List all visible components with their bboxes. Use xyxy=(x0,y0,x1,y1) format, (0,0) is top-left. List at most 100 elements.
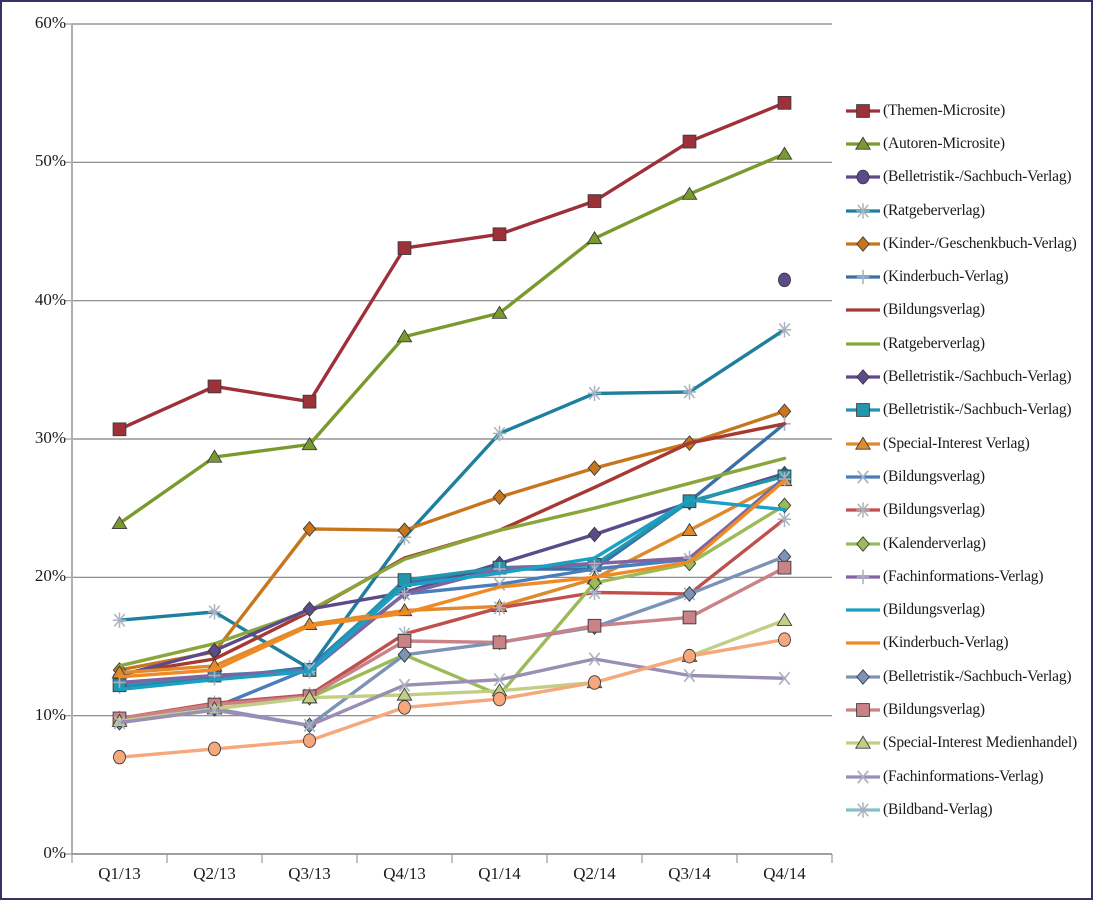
data-point-diamond[interactable] xyxy=(302,601,317,618)
legend-item[interactable]: (Belletristik-/Sachbuch-Verlag) xyxy=(845,161,1093,194)
data-point-triangle[interactable] xyxy=(681,186,698,200)
data-point-diamond[interactable] xyxy=(856,668,870,685)
legend-item[interactable]: (Fachinformations-Verlag) xyxy=(845,560,1093,593)
legend-item[interactable]: (Themen-Microsite) xyxy=(845,94,1093,127)
data-point-triangle[interactable] xyxy=(586,230,603,245)
data-point-asterisk[interactable] xyxy=(777,511,792,527)
data-point-diamond[interactable] xyxy=(856,535,870,552)
data-point-square[interactable] xyxy=(302,394,317,409)
data-point-triangle[interactable] xyxy=(855,436,871,450)
data-point-plus[interactable] xyxy=(856,269,870,285)
data-point-triangle[interactable] xyxy=(206,449,223,463)
data-point-x[interactable] xyxy=(398,678,411,692)
data-point-triangle[interactable] xyxy=(776,612,793,626)
series-line[interactable] xyxy=(117,498,787,692)
data-point-triangle[interactable] xyxy=(681,522,698,536)
data-point-triangle[interactable] xyxy=(491,305,508,319)
data-point-circle[interactable] xyxy=(398,700,411,715)
data-point-asterisk[interactable] xyxy=(492,425,507,442)
data-point-square[interactable] xyxy=(777,95,792,110)
data-point-square[interactable] xyxy=(207,379,222,394)
data-point-triangle[interactable] xyxy=(301,436,318,451)
legend-item[interactable]: (Ratgeberverlag) xyxy=(845,194,1093,227)
data-point-circle[interactable] xyxy=(856,169,870,185)
data-point-x[interactable] xyxy=(303,718,316,733)
legend-item[interactable]: (Kalenderverlag) xyxy=(845,527,1093,560)
data-point-asterisk[interactable] xyxy=(682,384,697,400)
data-point-diamond[interactable] xyxy=(587,460,602,476)
legend-item[interactable]: (Bildband-Verlag) xyxy=(845,793,1093,826)
data-point-circle[interactable] xyxy=(303,733,316,748)
data-point-asterisk[interactable] xyxy=(856,202,870,219)
legend-item[interactable]: (Bildungsverlag) xyxy=(845,460,1093,493)
series-line[interactable] xyxy=(117,478,787,679)
data-point-circle[interactable] xyxy=(588,675,601,690)
data-point-x[interactable] xyxy=(778,671,791,686)
data-point-circle[interactable] xyxy=(113,749,126,765)
legend-item[interactable]: (Special-Interest Verlag) xyxy=(845,427,1093,460)
data-point-square[interactable] xyxy=(397,241,412,255)
data-point-diamond[interactable] xyxy=(856,369,870,385)
legend-item[interactable]: (Bildungsverlag) xyxy=(845,693,1093,726)
data-point-diamond[interactable] xyxy=(856,235,870,252)
legend-item[interactable]: (Kinder-/Geschenkbuch-Verlag) xyxy=(845,227,1093,260)
data-point-x[interactable] xyxy=(857,470,869,484)
data-point-circle[interactable] xyxy=(778,632,791,647)
legend-item[interactable]: (Special-Interest Medienhandel) xyxy=(845,727,1093,760)
legend-item[interactable]: (Autoren-Microsite) xyxy=(845,127,1093,160)
data-point-diamond[interactable] xyxy=(207,642,222,659)
data-point-circle[interactable] xyxy=(683,648,696,664)
data-point-asterisk[interactable] xyxy=(492,600,507,616)
series-line[interactable] xyxy=(117,566,787,721)
data-point-diamond[interactable] xyxy=(682,586,697,602)
data-point-circle[interactable] xyxy=(208,741,221,757)
data-point-square[interactable] xyxy=(587,194,602,208)
data-point-asterisk[interactable] xyxy=(777,322,792,338)
data-point-diamond[interactable] xyxy=(302,521,317,537)
data-point-x[interactable] xyxy=(683,668,696,683)
data-point-x[interactable] xyxy=(857,769,869,784)
data-point-triangle[interactable] xyxy=(111,515,128,530)
data-point-diamond[interactable] xyxy=(397,522,412,539)
data-point-x[interactable] xyxy=(493,672,506,687)
data-point-circle[interactable] xyxy=(778,272,791,288)
data-point-asterisk[interactable] xyxy=(856,802,870,818)
data-point-x[interactable] xyxy=(588,652,601,666)
series-line[interactable] xyxy=(117,657,787,728)
series-line[interactable] xyxy=(117,637,787,759)
data-point-square[interactable] xyxy=(856,703,870,717)
data-point-triangle[interactable] xyxy=(396,329,413,343)
legend-item[interactable]: (Bildungsverlag) xyxy=(845,294,1093,327)
series-line[interactable] xyxy=(117,152,787,526)
legend-item[interactable]: (Belletristik-/Sachbuch-Verlag) xyxy=(845,660,1093,693)
data-point-square[interactable] xyxy=(777,560,792,575)
data-point-triangle[interactable] xyxy=(776,146,793,160)
series-line[interactable] xyxy=(117,409,787,672)
data-point-circle[interactable] xyxy=(493,691,506,707)
series-line[interactable] xyxy=(117,101,787,431)
series-line[interactable] xyxy=(117,477,787,685)
legend-item[interactable]: (Belletristik-/Sachbuch-Verlag) xyxy=(845,394,1093,427)
data-point-diamond[interactable] xyxy=(492,489,507,505)
data-point-plus[interactable] xyxy=(398,586,411,602)
data-point-square[interactable] xyxy=(856,403,870,418)
legend-item[interactable]: (Ratgeberverlag) xyxy=(845,327,1093,360)
data-point-triangle[interactable] xyxy=(301,690,318,704)
series-line[interactable] xyxy=(117,456,787,668)
legend-item[interactable]: (Bildungsverlag) xyxy=(845,593,1093,626)
series-line[interactable] xyxy=(117,328,787,671)
data-point-diamond[interactable] xyxy=(777,403,792,420)
data-point-asterisk[interactable] xyxy=(587,385,602,402)
data-point-x[interactable] xyxy=(208,703,221,717)
data-point-triangle[interactable] xyxy=(855,136,871,150)
data-point-square[interactable] xyxy=(492,635,507,650)
data-point-square[interactable] xyxy=(397,634,412,648)
data-point-square[interactable] xyxy=(112,422,127,437)
data-point-asterisk[interactable] xyxy=(112,612,127,628)
data-point-diamond[interactable] xyxy=(397,646,412,663)
legend-item[interactable]: (Belletristik-/Sachbuch-Verlag) xyxy=(845,360,1093,393)
data-point-asterisk[interactable] xyxy=(856,502,870,518)
data-point-square[interactable] xyxy=(856,103,870,118)
data-point-square[interactable] xyxy=(587,618,602,633)
data-point-square[interactable] xyxy=(682,610,697,625)
